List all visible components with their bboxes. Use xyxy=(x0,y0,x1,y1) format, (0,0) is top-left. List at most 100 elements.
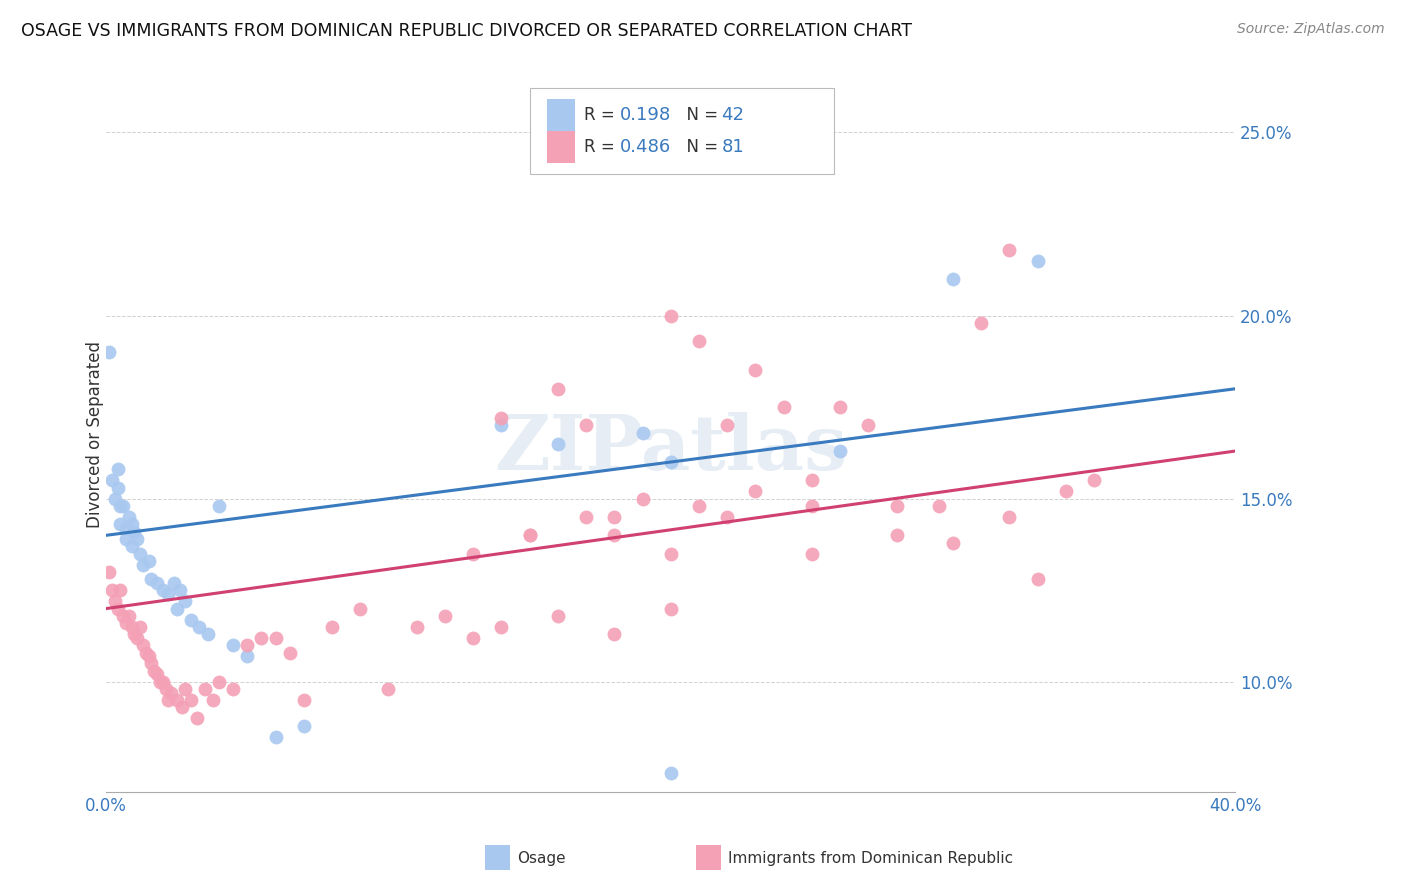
Text: 81: 81 xyxy=(721,138,744,156)
Point xyxy=(264,631,287,645)
Point xyxy=(942,535,965,549)
Point xyxy=(828,400,851,414)
Point xyxy=(188,620,211,634)
Point xyxy=(349,601,371,615)
Point xyxy=(659,309,682,323)
Point xyxy=(197,627,219,641)
Point xyxy=(659,766,682,780)
Point xyxy=(202,693,225,707)
Point xyxy=(463,631,485,645)
Point xyxy=(101,583,124,598)
Point xyxy=(141,572,163,586)
Text: 0.486: 0.486 xyxy=(620,138,671,156)
Point xyxy=(744,484,766,499)
Text: 42: 42 xyxy=(721,106,745,124)
Point xyxy=(222,682,245,697)
Point xyxy=(127,532,149,546)
FancyBboxPatch shape xyxy=(547,99,575,131)
Point xyxy=(110,517,132,532)
Point xyxy=(160,686,183,700)
Point xyxy=(194,682,217,697)
Point xyxy=(1026,572,1049,586)
Point xyxy=(155,682,177,697)
Point xyxy=(146,575,169,590)
Text: 0.198: 0.198 xyxy=(620,106,671,124)
Point xyxy=(800,474,823,488)
Point xyxy=(433,608,456,623)
Text: N =: N = xyxy=(676,138,724,156)
Point xyxy=(236,638,259,652)
Point xyxy=(127,631,149,645)
Point xyxy=(519,528,541,542)
Point xyxy=(491,620,513,634)
Point xyxy=(688,334,710,348)
Text: Osage: Osage xyxy=(517,851,567,865)
Point xyxy=(174,682,197,697)
Point xyxy=(98,565,121,579)
Point xyxy=(138,554,160,568)
Point xyxy=(112,608,135,623)
Point xyxy=(180,613,202,627)
Point xyxy=(886,528,908,542)
Point xyxy=(186,711,208,725)
Point xyxy=(121,517,143,532)
Text: Immigrants from Dominican Republic: Immigrants from Dominican Republic xyxy=(728,851,1014,865)
Point xyxy=(115,521,138,535)
Text: R =: R = xyxy=(583,138,620,156)
Point xyxy=(236,649,259,664)
FancyBboxPatch shape xyxy=(547,131,575,163)
Point xyxy=(138,649,160,664)
Point xyxy=(744,363,766,377)
Point xyxy=(942,272,965,286)
Point xyxy=(166,693,188,707)
Point xyxy=(141,657,163,671)
Point xyxy=(132,558,155,572)
Point xyxy=(998,510,1021,524)
Point xyxy=(121,620,143,634)
Point xyxy=(278,646,301,660)
Point xyxy=(928,499,950,513)
Point xyxy=(886,499,908,513)
Point xyxy=(519,528,541,542)
Point xyxy=(659,547,682,561)
Point xyxy=(631,425,654,440)
Point xyxy=(121,539,143,553)
Point xyxy=(101,474,124,488)
Point xyxy=(157,587,180,601)
Point xyxy=(222,638,245,652)
Point xyxy=(112,499,135,513)
Point xyxy=(603,528,626,542)
Point xyxy=(575,510,598,524)
Point xyxy=(631,491,654,506)
Point xyxy=(292,693,315,707)
Point xyxy=(143,664,166,678)
Point xyxy=(208,674,231,689)
Point xyxy=(1054,484,1077,499)
Point xyxy=(603,627,626,641)
Point xyxy=(970,316,993,330)
Point xyxy=(828,444,851,458)
Point xyxy=(264,730,287,744)
Point xyxy=(659,455,682,469)
Point xyxy=(166,601,188,615)
Point xyxy=(321,620,343,634)
Point xyxy=(547,436,569,450)
Point xyxy=(463,547,485,561)
Text: N =: N = xyxy=(676,106,724,124)
Point xyxy=(124,627,146,641)
Point xyxy=(110,499,132,513)
Point xyxy=(152,583,174,598)
Point xyxy=(491,411,513,425)
Point xyxy=(149,674,172,689)
Point xyxy=(152,674,174,689)
Point xyxy=(118,608,141,623)
Y-axis label: Divorced or Separated: Divorced or Separated xyxy=(86,341,104,528)
Text: OSAGE VS IMMIGRANTS FROM DOMINICAN REPUBLIC DIVORCED OR SEPARATED CORRELATION CH: OSAGE VS IMMIGRANTS FROM DOMINICAN REPUB… xyxy=(21,22,912,40)
Point xyxy=(547,382,569,396)
FancyBboxPatch shape xyxy=(530,88,834,174)
Point xyxy=(405,620,427,634)
Point xyxy=(169,583,191,598)
Point xyxy=(800,547,823,561)
Point xyxy=(180,693,202,707)
Point xyxy=(157,693,180,707)
